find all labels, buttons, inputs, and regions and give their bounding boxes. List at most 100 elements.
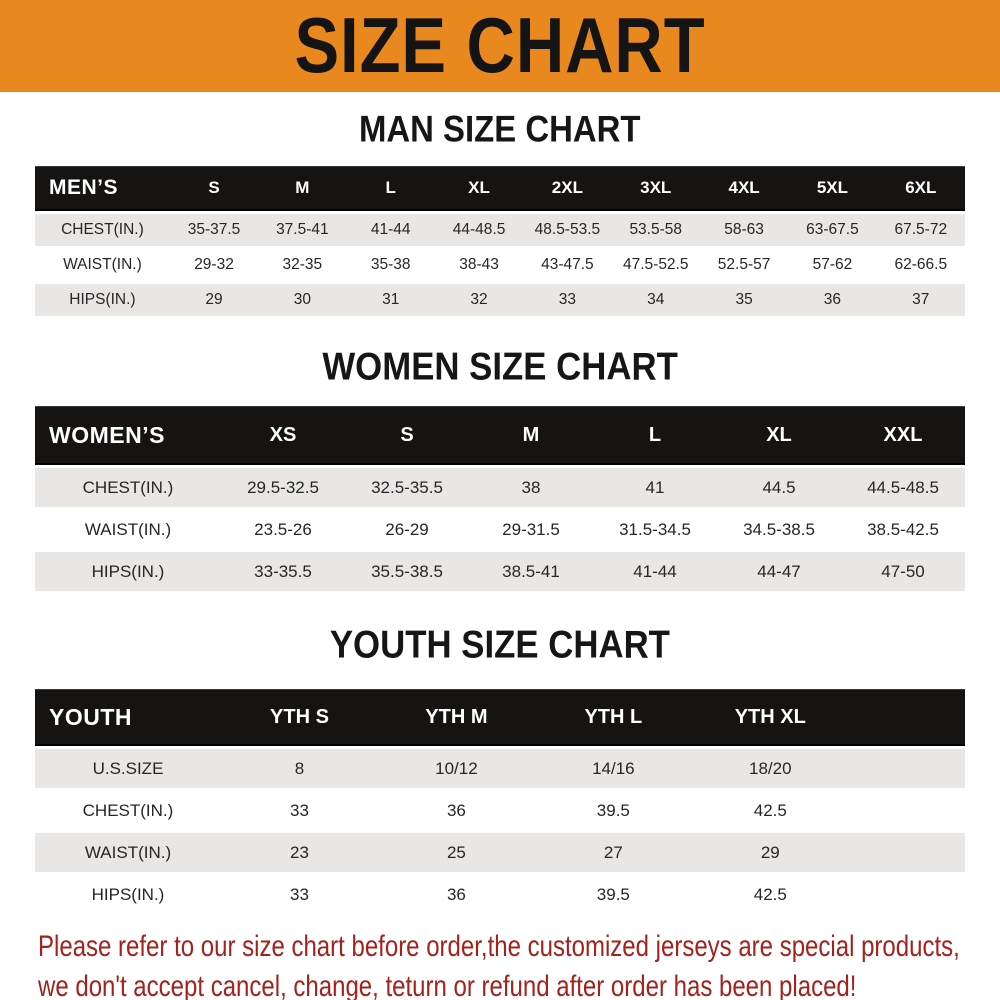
table-header-label: YOUTH bbox=[35, 689, 221, 746]
measurement-cell: 36 bbox=[377, 875, 535, 914]
size-column-header: 3XL bbox=[611, 166, 700, 211]
table-row: HIPS(IN.) 33 36 39.5 42.5 bbox=[35, 875, 965, 914]
measurement-cell: 48.5-53.5 bbox=[523, 214, 612, 246]
measurement-cell: 32 bbox=[434, 284, 524, 316]
size-column-header: L bbox=[346, 166, 435, 211]
measurement-cell: 33 bbox=[523, 284, 612, 316]
men-size-table: MEN’S S M L XL 2XL 3XL 4XL 5XL 6XL CHEST(IN.) 35-37… bbox=[35, 163, 965, 319]
measurement-cell: 44.5 bbox=[717, 468, 841, 507]
size-column-header: 2XL bbox=[523, 166, 612, 211]
table-row: HIPS(IN.) 29 30 31 32 33 34 35 36 37 bbox=[35, 284, 965, 316]
size-column-header: YTH M bbox=[377, 689, 535, 746]
measurement-cell: 29 bbox=[691, 833, 849, 872]
table-row: HIPS(IN.) 33-35.5 35.5-38.5 38.5-41 41-44 44-… bbox=[35, 552, 965, 591]
measurement-cell: 31.5-34.5 bbox=[593, 510, 717, 549]
row-label: CHEST(IN.) bbox=[35, 468, 221, 507]
table-row: WAIST(IN.) 23.5-26 26-29 29-31.5 31.5-34.5 34… bbox=[35, 510, 965, 549]
measurement-cell: 36 bbox=[788, 284, 877, 316]
measurement-cell: 35.5-38.5 bbox=[345, 552, 469, 591]
measurement-cell: 34.5-38.5 bbox=[717, 510, 841, 549]
size-column-header: XL bbox=[434, 166, 524, 211]
measurement-cell: 26-29 bbox=[345, 510, 469, 549]
size-column-header: M bbox=[258, 166, 347, 211]
row-label: WAIST(IN.) bbox=[35, 249, 170, 281]
banner: SIZE CHART bbox=[0, 0, 1000, 92]
measurement-cell: 32-35 bbox=[258, 249, 347, 281]
measurement-cell: 38-43 bbox=[434, 249, 524, 281]
size-column-header: L bbox=[593, 406, 717, 465]
row-label: HIPS(IN.) bbox=[35, 552, 221, 591]
footer-line-1: Please refer to our size chart before or… bbox=[38, 930, 960, 963]
measurement-cell: 29 bbox=[169, 284, 259, 316]
section-women: WOMEN SIZE CHART WOMEN’S XS S M L XL XXL CHEST(I… bbox=[0, 345, 1000, 594]
size-column-header: 6XL bbox=[876, 166, 965, 211]
size-column-header: YTH L bbox=[534, 689, 692, 746]
measurement-cell: 44-48.5 bbox=[434, 214, 524, 246]
row-label: U.S.SIZE bbox=[35, 749, 221, 788]
row-label: CHEST(IN.) bbox=[35, 791, 221, 830]
measurement-cell: 42.5 bbox=[691, 875, 849, 914]
section-title-youth: YOUTH SIZE CHART bbox=[0, 622, 1000, 667]
table-row: CHEST(IN.) 35-37.5 37.5-41 41-44 44-48.5 48.5… bbox=[35, 214, 965, 246]
size-column-header: S bbox=[345, 406, 469, 465]
measurement-cell: 58-63 bbox=[699, 214, 789, 246]
measurement-cell: 41-44 bbox=[593, 552, 717, 591]
measurement-cell: 29-32 bbox=[169, 249, 259, 281]
measurement-cell: 38.5-42.5 bbox=[841, 510, 965, 549]
table-row: WAIST(IN.) 23 25 27 29 bbox=[35, 833, 965, 872]
measurement-cell: 27 bbox=[534, 833, 692, 872]
measurement-cell: 39.5 bbox=[534, 791, 692, 830]
spacer-cell bbox=[848, 689, 965, 746]
section-title-text: MAN SIZE CHART bbox=[359, 108, 641, 151]
table-header-label: MEN’S bbox=[35, 166, 170, 211]
measurement-cell: 38.5-41 bbox=[469, 552, 593, 591]
measurement-cell: 44-47 bbox=[717, 552, 841, 591]
measurement-cell: 18/20 bbox=[691, 749, 849, 788]
measurement-cell: 35-38 bbox=[346, 249, 435, 281]
measurement-cell: 35 bbox=[699, 284, 789, 316]
measurement-cell: 43-47.5 bbox=[523, 249, 612, 281]
footer-note: Please refer to our size chart before or… bbox=[0, 927, 1000, 1000]
size-column-header: 5XL bbox=[788, 166, 877, 211]
section-title-women: WOMEN SIZE CHART bbox=[0, 345, 1000, 388]
row-label: HIPS(IN.) bbox=[35, 284, 170, 316]
measurement-cell: 62-66.5 bbox=[876, 249, 965, 281]
measurement-cell: 32.5-35.5 bbox=[345, 468, 469, 507]
banner-title: SIZE CHART bbox=[294, 2, 706, 90]
row-label: WAIST(IN.) bbox=[35, 510, 221, 549]
measurement-cell: 36 bbox=[377, 791, 535, 830]
row-label: HIPS(IN.) bbox=[35, 875, 221, 914]
measurement-cell: 30 bbox=[258, 284, 347, 316]
measurement-cell: 41 bbox=[593, 468, 717, 507]
measurement-cell: 33-35.5 bbox=[221, 552, 345, 591]
measurement-cell: 33 bbox=[221, 791, 378, 830]
measurement-cell: 33 bbox=[221, 875, 378, 914]
spacer-cell bbox=[848, 833, 965, 872]
measurement-cell: 52.5-57 bbox=[699, 249, 789, 281]
measurement-cell: 41-44 bbox=[346, 214, 435, 246]
measurement-cell: 47-50 bbox=[841, 552, 965, 591]
size-column-header: XS bbox=[221, 406, 345, 465]
size-chart-sections: MAN SIZE CHART MEN’S S M L XL 2XL 3XL 4XL 5XL 6XL C… bbox=[0, 108, 1000, 917]
size-column-header: XL bbox=[717, 406, 841, 465]
measurement-cell: 23.5-26 bbox=[221, 510, 345, 549]
measurement-cell: 34 bbox=[611, 284, 700, 316]
table-row: U.S.SIZE 8 10/12 14/16 18/20 bbox=[35, 749, 965, 788]
table-header-row: YOUTH YTH S YTH M YTH L YTH XL bbox=[35, 689, 965, 746]
women-size-table: WOMEN’S XS S M L XL XXL CHEST(IN.) 29.5-32.5 32.5… bbox=[35, 403, 965, 594]
table-row: CHEST(IN.) 33 36 39.5 42.5 bbox=[35, 791, 965, 830]
size-column-header: XXL bbox=[841, 406, 965, 465]
table-header-row: MEN’S S M L XL 2XL 3XL 4XL 5XL 6XL bbox=[35, 166, 965, 211]
measurement-cell: 29.5-32.5 bbox=[221, 468, 345, 507]
measurement-cell: 47.5-52.5 bbox=[611, 249, 700, 281]
measurement-cell: 35-37.5 bbox=[169, 214, 259, 246]
measurement-cell: 8 bbox=[221, 749, 378, 788]
size-column-header: M bbox=[469, 406, 593, 465]
table-row: WAIST(IN.) 29-32 32-35 35-38 38-43 43-47.5 47.… bbox=[35, 249, 965, 281]
measurement-cell: 44.5-48.5 bbox=[841, 468, 965, 507]
spacer-cell bbox=[848, 749, 965, 788]
table-header-label: WOMEN’S bbox=[35, 406, 221, 465]
section-men: MAN SIZE CHART MEN’S S M L XL 2XL 3XL 4XL 5XL 6XL C… bbox=[0, 108, 1000, 319]
section-title-text: YOUTH SIZE CHART bbox=[329, 622, 671, 667]
